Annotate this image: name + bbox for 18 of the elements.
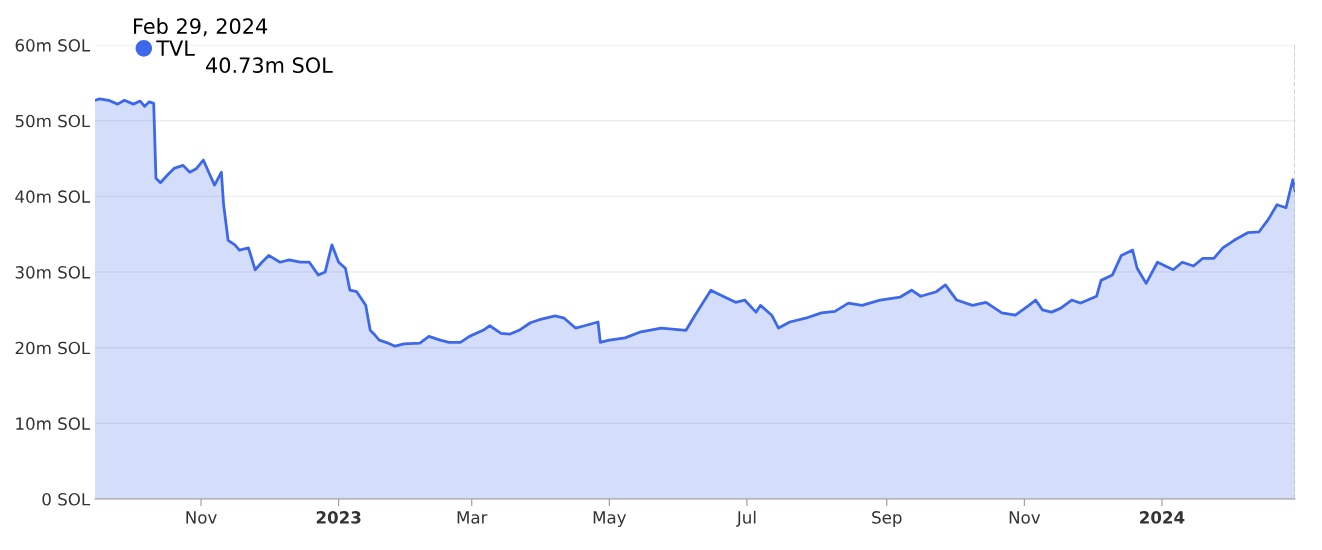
legend-label: TVL: [156, 40, 195, 56]
y-tick-label: 30m SOL: [15, 266, 91, 279]
y-tick-label: 50m SOL: [15, 114, 91, 128]
x-tick-label: Jul: [736, 510, 756, 527]
annotation: 40.73m SOL: [206, 57, 333, 74]
x-tick-label: Nov: [186, 511, 217, 524]
x-tick-label: Nov: [1009, 511, 1041, 524]
x-tick-label: 2024: [1140, 511, 1185, 524]
x-tick-label: May: [593, 511, 627, 527]
y-tick-label: 60m SOL: [15, 39, 91, 52]
y-tick-label: 20m SOL: [15, 341, 91, 355]
y-tick-label: 0 SOL: [42, 492, 91, 506]
x-tick-label: Sep: [872, 511, 902, 527]
text: Feb 29, 2024: [134, 17, 268, 37]
x-tick-label: 2023: [316, 511, 361, 524]
y-tick-label: 40m SOL: [15, 190, 91, 203]
y-tick-label: 10m SOL: [16, 417, 91, 430]
x-tick-label: Mar: [457, 511, 488, 524]
